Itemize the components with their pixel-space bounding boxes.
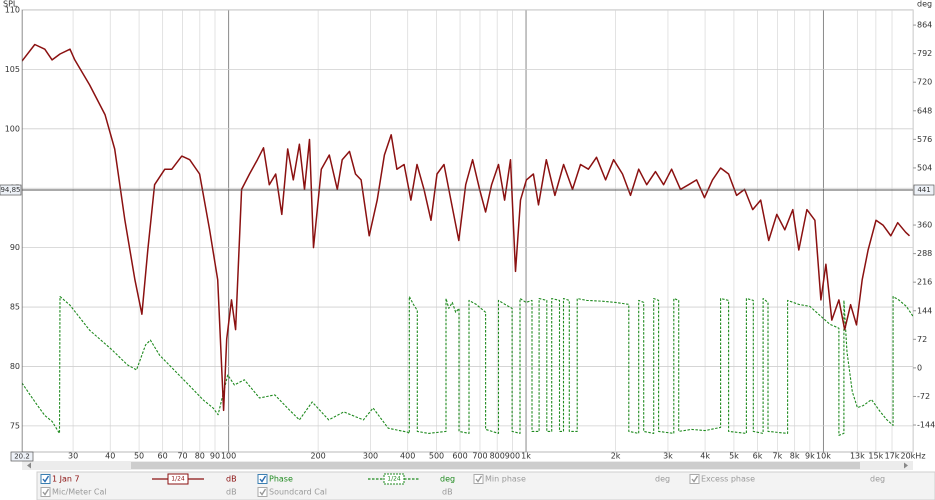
y-tick-label: 90 [10,243,20,252]
scrollbar[interactable] [22,461,913,470]
x-tick-label: 700 [472,452,487,461]
x-tick-label: 200 [311,452,326,461]
checkbox[interactable] [257,474,268,484]
x-tick-label: 4k [700,452,710,461]
cursor-y2-box [913,184,935,196]
legend-name: 1 Jan 7 [52,475,80,484]
y2-tick-label: 576 [917,135,932,144]
x-tick-label: 7k [773,452,783,461]
x-tick-label: 70 [177,452,187,461]
cursor-y-label: 94,85 [0,186,20,194]
legend-name: Soundcard Cal [269,488,327,497]
x-tick-label: 15k [868,452,883,461]
y2-tick-label: 792 [917,49,932,58]
x-tick-label: 50 [134,452,144,461]
x-tick-label: 3k [663,452,673,461]
x-tick-label: 60 [158,452,168,461]
legend-name: Excess phase [701,475,755,484]
y2-tick-label: 648 [917,106,932,115]
y2-tick-label: 864 [917,21,932,30]
y-tick-label: 80 [10,362,20,371]
legend-unit: deg [870,475,885,484]
checkmark [42,475,50,483]
checkmark [475,475,483,483]
checkbox[interactable] [473,474,484,484]
y2-tick-label: 0 [917,363,922,372]
legend-unit: dB [226,475,237,484]
plot-area [21,9,914,453]
x-tick-label: 2k [611,452,621,461]
y-tick-label: 110 [5,6,20,15]
y-axis-title: SPL [3,0,18,9]
y2-tick-label: 720 [917,78,932,87]
spl-trace [22,43,911,412]
smoothing-box[interactable] [383,473,405,485]
x-tick-label: 17k [885,452,900,461]
y2-tick-label: 144 [917,306,932,315]
x-tick-label: 30 [68,452,78,461]
y2-tick-label: 360 [917,221,932,230]
legend-unit: dB [442,488,453,497]
checkmark [42,488,50,496]
smoothing-box[interactable] [167,473,189,485]
x-tick-label: 80 [195,452,205,461]
cursor-x-label: 20.2 [14,453,30,461]
y-tick-label: 100 [5,124,20,133]
scroll-thumb[interactable] [131,462,860,469]
smoothing-label: 1/24 [387,476,401,483]
y2-tick-label: 504 [917,163,932,172]
y-tick-label: 75 [10,421,20,430]
axes-layer: 30 40 50 60 70 80 90 100 200 300 400 500 600 700 800 90… [0,6,935,462]
checkbox[interactable] [689,474,700,484]
checkmark [691,475,699,483]
x-tick-label: 5k [729,452,739,461]
y2-axis-title: deg [917,0,932,9]
legend-unit: dB [226,488,237,497]
cursor-x-box [10,451,34,462]
y2-tick-label: 72 [917,335,927,344]
x-tick-label: 600 [452,452,467,461]
legend: 1 Jan 7 1/24 dB Phase 1/24 deg Min phase deg Exc… [40,473,885,497]
legend-name: Min phase [485,475,526,484]
x-tick-label: 1k [521,452,531,461]
legend-unit: deg [440,475,455,484]
y2-tick-label: 216 [917,278,932,287]
checkmark [259,488,267,496]
y-tick-label: 85 [10,303,20,312]
checkmark [259,475,267,483]
x-tick-label: 20kHz [900,452,925,461]
legend-unit: deg [655,475,670,484]
plot-layer [22,10,913,452]
x-tick-label: 900 [505,452,520,461]
scroll-right-arrow[interactable] [904,462,908,469]
scroll-left-arrow[interactable] [27,462,31,469]
y2-tick-label: -144 [917,421,935,430]
x-tick-label: 300 [363,452,378,461]
x-tick-label: 6k [753,452,763,461]
y-tick-label: 105 [5,65,20,74]
x-tick-label: 13k [850,452,865,461]
x-tick-label: 8k [790,452,800,461]
x-tick-label: 500 [429,452,444,461]
x-tick-label: 40 [105,452,115,461]
legend-name: Mic/Meter Cal [52,488,107,497]
checkbox[interactable] [40,474,51,484]
x-tick-label: 10k [816,452,831,461]
y2-tick-label: 288 [917,249,932,258]
smoothing-label: 1/24 [171,476,185,483]
cursor-y2-label: 441 [917,186,930,194]
x-tick-label: 400 [400,452,415,461]
phase-trace [22,295,913,436]
x-tick-label: 90 [210,452,220,461]
x-tick-label: 800 [490,452,505,461]
cursor-y-box [0,184,22,196]
y2-tick-label: -72 [917,392,930,401]
checkbox[interactable] [40,487,51,497]
x-tick-label: 9k [805,452,815,461]
x-tick-label: 100 [221,452,236,461]
checkbox[interactable] [257,487,268,497]
legend-name: Phase [269,475,293,484]
